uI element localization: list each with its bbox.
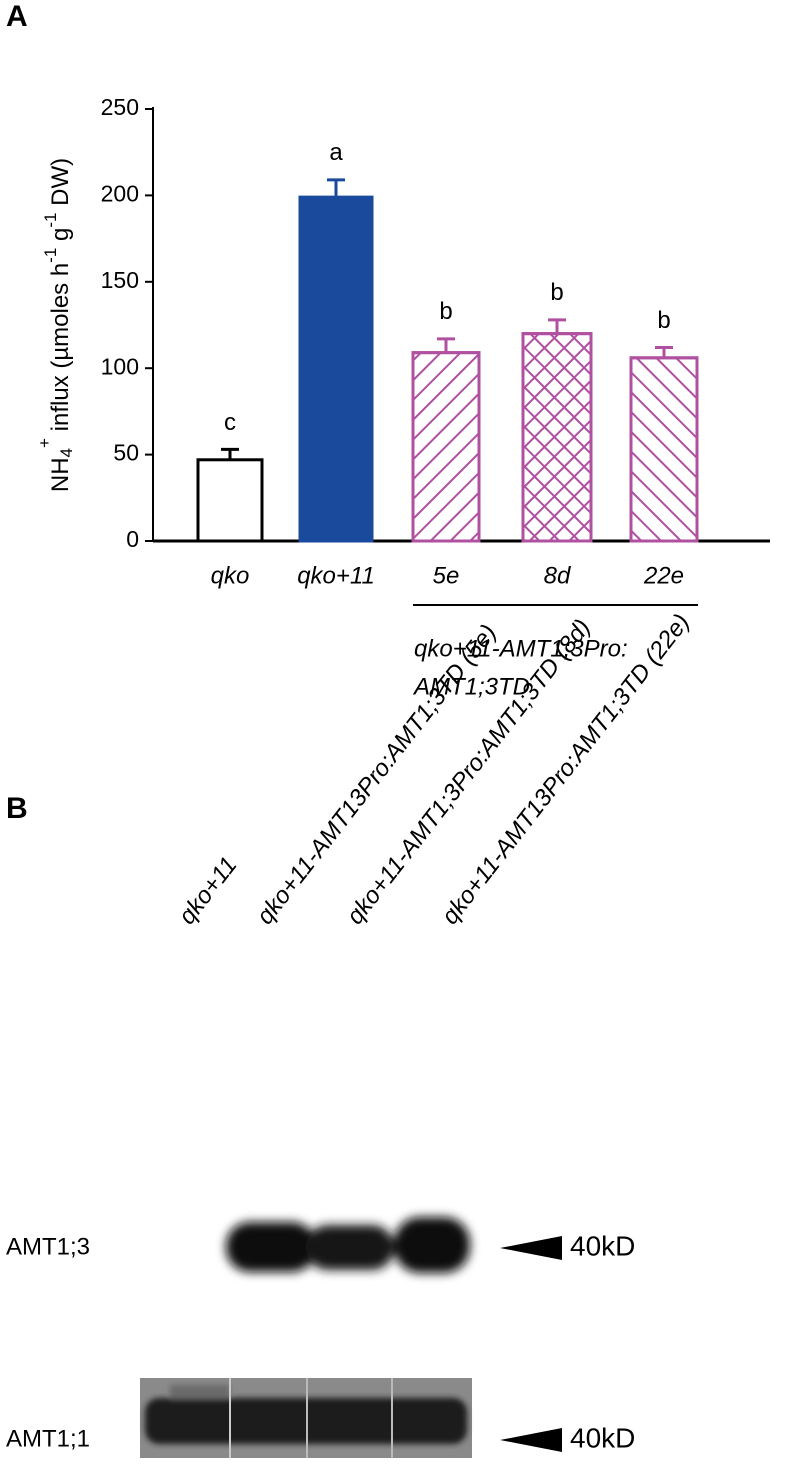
y-tick-label: 50	[113, 440, 139, 466]
x-tick-label: qko	[211, 562, 250, 589]
marker-arrow	[500, 1428, 562, 1452]
x-tick-label: 22e	[643, 562, 684, 589]
y-label-part: DW)	[47, 158, 74, 213]
panel-letter: B	[6, 792, 28, 825]
size-marker: 40kD	[570, 1230, 635, 1261]
group-label: qko+11-AMT1;3Pro:	[414, 635, 628, 662]
significance-letter: b	[657, 307, 670, 334]
x-tick-label: qko+11	[297, 562, 375, 589]
y-axis-label: NH4+ influx (µmoles h-1 g-1 DW)	[35, 158, 76, 492]
x-tick-label: 8d	[544, 562, 571, 589]
bar	[196, 458, 264, 543]
y-label-part: 4	[57, 448, 76, 457]
y-axis-label-text: NH4+ influx (µmoles h-1 g-1 DW)	[35, 158, 76, 492]
row-label: AMT1;1	[6, 1425, 90, 1452]
panel-letter: A	[6, 0, 28, 33]
y-label-part: +	[35, 438, 54, 448]
y-tick-label: 0	[126, 526, 139, 552]
significance-letter: b	[439, 298, 452, 325]
band	[306, 1225, 394, 1270]
bar	[298, 195, 374, 543]
y-tick-label: 200	[101, 180, 139, 206]
bar-hatch	[629, 356, 699, 543]
significance-letter: b	[550, 279, 563, 306]
y-label-part: g	[47, 228, 74, 248]
y-tick-label: 100	[101, 353, 139, 379]
band	[170, 1385, 230, 1399]
bar-hatch	[521, 332, 593, 543]
significance-letter: c	[224, 409, 236, 436]
y-tick-label: 250	[101, 94, 139, 120]
bar-chart: 0 50 100 150 200 250 c qko a qko+11 b 5e b 8d b 22e qko+…	[101, 94, 770, 700]
significance-letter: a	[329, 139, 343, 166]
y-label-part: -1	[41, 213, 60, 228]
band	[394, 1217, 470, 1273]
y-label-part: NH	[47, 457, 74, 492]
western-blot: qko+11 qko+11-AMT13Pro:AMT1;3TD (5e)qko+1…	[6, 609, 695, 1458]
row-label: AMT1;3	[6, 1233, 90, 1260]
lane-label: qko+11	[173, 852, 242, 930]
group-label: AMT1;3TD	[412, 673, 530, 700]
size-marker: 40kD	[570, 1422, 635, 1453]
band	[226, 1222, 316, 1272]
y-label-part: -1	[41, 248, 60, 263]
y-tick-label: 150	[101, 267, 139, 293]
y-label-part: influx (µmoles h	[47, 263, 74, 438]
marker-arrow	[500, 1236, 562, 1260]
x-tick-label: 5e	[433, 562, 460, 589]
bar-hatch	[411, 351, 481, 543]
